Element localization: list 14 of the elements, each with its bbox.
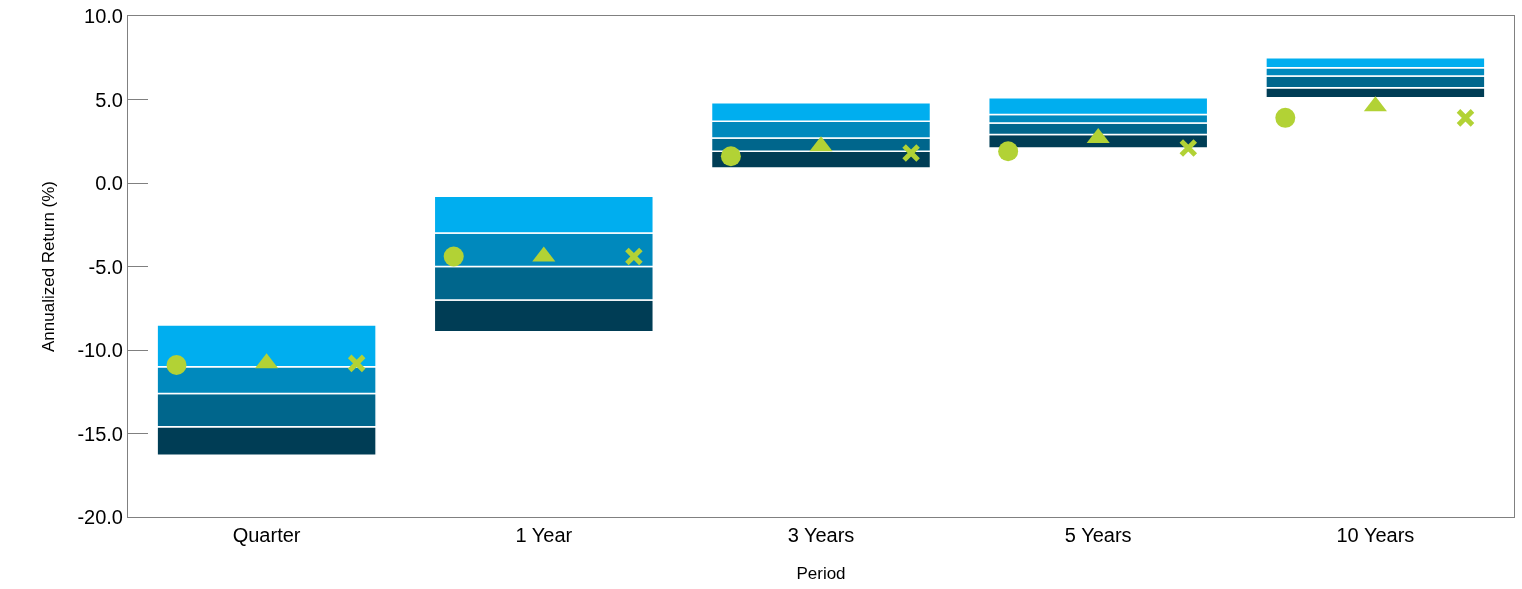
y-tick-label: 0.0 [95, 172, 123, 194]
y-tick-label: 10.0 [84, 5, 123, 27]
y-tick-label: 5.0 [95, 88, 123, 111]
x-axis-title: Period [796, 564, 846, 584]
x-tick-label: 3 Years [787, 524, 855, 546]
y-tick-label: -15.0 [77, 422, 123, 445]
x-tick-label: 1 Year [515, 524, 573, 546]
x-tick-label: 5 Years [1064, 524, 1132, 546]
y-tick-label: -10.0 [77, 339, 123, 361]
y-tick-label: -20.0 [77, 506, 123, 528]
x-tick-label: 10 Years [1336, 524, 1415, 546]
y-tick-label: -5.0 [88, 255, 123, 278]
x-tick-label: Quarter [232, 524, 301, 546]
y-axis-title: Annualized Return (%) [38, 180, 58, 353]
